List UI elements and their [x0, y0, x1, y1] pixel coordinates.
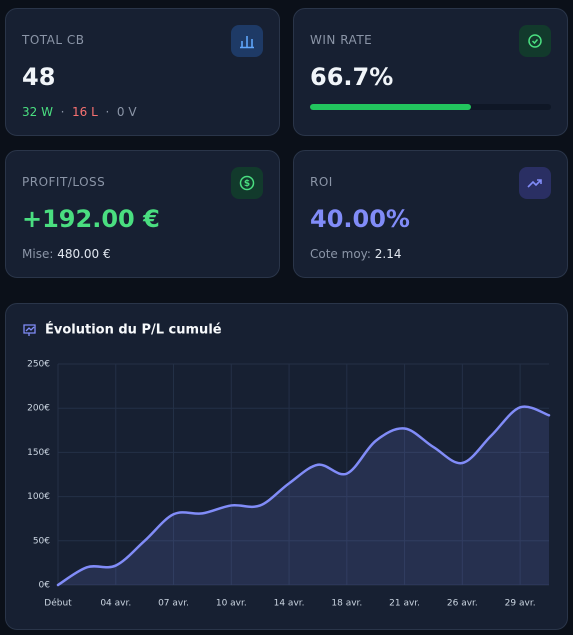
y-tick-label: 50€: [33, 536, 50, 546]
chart: Évolution du P/L cumulé 0€ 50€ 100€ 150€ 200…: [23, 322, 551, 609]
x-tick-label: 10 avr.: [216, 599, 247, 609]
card-label: TOTAL CB: [22, 33, 85, 47]
wins: 32 W: [22, 105, 53, 119]
line: [56, 405, 551, 587]
chart-card: Évolution du P/L cumulé 0€ 50€ 100€ 150€ 200…: [5, 303, 568, 630]
icon: [519, 25, 551, 57]
card-detail: Cote moy: 2.14: [310, 247, 401, 261]
x-tick-label: 26 avr.: [447, 599, 478, 609]
card-detail: Mise: 480.00 €: [22, 247, 111, 261]
card-value: +192.00 €: [22, 205, 160, 233]
detail-label: Cote moy:: [310, 247, 371, 261]
y-tick-label: 150€: [27, 448, 50, 458]
y-tick-label: 0€: [39, 581, 51, 591]
stat-card: TOTAL CB 48 32 W · 16 L · 0 V: [5, 8, 280, 136]
card-value: 48: [22, 63, 56, 91]
progress-bar: [310, 104, 471, 110]
detail-value: 480.00 €: [57, 247, 111, 261]
stat-card: PROFIT/LOSS $ +192.00 € Mise: 480.00 €: [5, 150, 280, 278]
card-value: 40.00%: [310, 205, 410, 233]
card-label: ROI: [310, 175, 333, 189]
x-tick-label: 04 avr.: [100, 599, 131, 609]
card-label: PROFIT/LOSS: [22, 175, 106, 189]
icon: [231, 25, 263, 57]
y-tick-label: 200€: [27, 404, 50, 414]
stat-card: WIN RATE 66.7%: [293, 8, 568, 136]
x-tick-label: Début: [44, 598, 72, 609]
card-label: WIN RATE: [310, 33, 373, 47]
card-value: 66.7%: [310, 63, 394, 91]
detail-label: Mise:: [22, 247, 54, 261]
losses: 16 L: [72, 105, 98, 119]
icon: $: [231, 167, 263, 199]
x-tick-label: 21 avr.: [389, 599, 420, 609]
x-tick-label: 07 avr.: [158, 599, 189, 609]
icon: [519, 167, 551, 199]
progress-track: [310, 104, 551, 110]
detail-value: 2.14: [374, 247, 402, 261]
x-tick-label: 14 avr.: [274, 599, 305, 609]
chart-icon: [23, 324, 36, 336]
svg-text:$: $: [244, 179, 250, 189]
voids: 0 V: [116, 105, 137, 119]
x-tick-label: 29 avr.: [505, 599, 536, 609]
x-tick-label: 18 avr.: [331, 599, 362, 609]
stat-card: ROI 40.00% Cote moy: 2.14: [293, 150, 568, 278]
y-tick-label: 250€: [27, 360, 50, 370]
chart-title: Évolution du P/L cumulé: [45, 322, 222, 338]
y-tick-label: 100€: [27, 492, 50, 502]
card-detail: 32 W · 16 L · 0 V: [22, 105, 137, 119]
area: [58, 406, 549, 585]
